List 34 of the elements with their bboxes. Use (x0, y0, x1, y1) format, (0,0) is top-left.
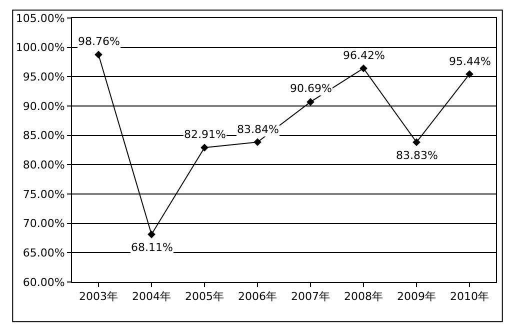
data-label: 90.69% (290, 82, 332, 95)
data-label: 83.83% (396, 149, 438, 162)
y-tick-label: 60.00% (22, 276, 65, 289)
point (360, 64, 368, 72)
y-tick-label: 95.00% (22, 70, 65, 84)
y-tick-label: 80.00% (22, 158, 65, 172)
x-tick-label: 2006年 (238, 290, 277, 304)
data-label: 98.76% (78, 35, 120, 48)
point (412, 138, 420, 146)
point (94, 50, 102, 59)
x-tick-label: 2010年 (450, 290, 489, 304)
x-tick-label: 2009年 (397, 290, 436, 304)
data-label: 82.91% (184, 128, 226, 141)
point (466, 70, 474, 78)
y-tick-label: 105.00% (16, 12, 65, 25)
point (148, 230, 156, 238)
y-tick-label: 85.00% (22, 129, 65, 142)
data-label: 95.44% (449, 55, 491, 68)
data-label: 83.84% (237, 123, 279, 136)
x-tick-label: 2008年 (344, 290, 383, 304)
y-tick-label: 65.00% (22, 246, 65, 260)
point (254, 138, 262, 146)
y-tick-label: 70.00% (22, 217, 65, 230)
x-tick-label: 2004年 (132, 290, 171, 304)
point (200, 144, 208, 152)
data-label: 96.42% (343, 49, 385, 62)
y-tick-label: 100.00% (16, 41, 65, 54)
point (306, 98, 314, 106)
data-label: 68.11% (131, 241, 173, 254)
x-tick-label: 2005年 (185, 290, 224, 304)
y-tick-label: 75.00% (22, 188, 65, 201)
y-tick-label: 90.00% (22, 100, 65, 113)
x-tick-label: 2007年 (291, 290, 330, 304)
x-tick-label: 2003年 (79, 290, 118, 304)
